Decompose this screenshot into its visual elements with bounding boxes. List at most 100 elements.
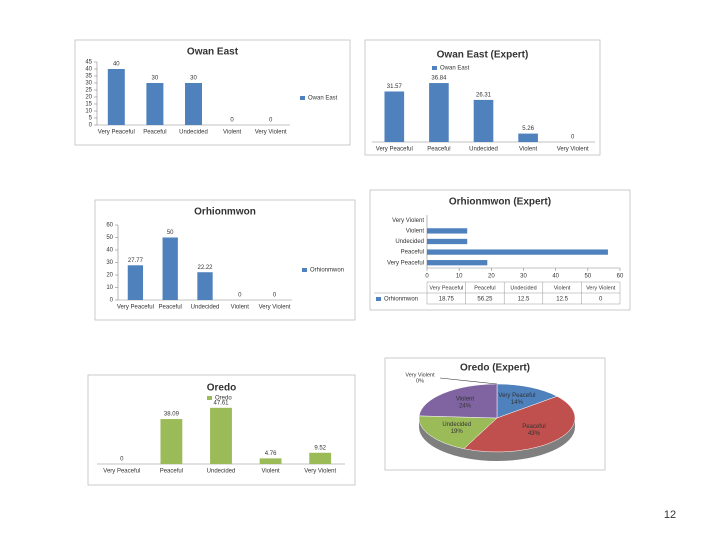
legend-swatch bbox=[432, 66, 437, 70]
bar bbox=[146, 83, 164, 125]
y-tick-label: 40 bbox=[85, 67, 92, 73]
x-tick-label: Violent bbox=[223, 130, 242, 136]
pie-slice bbox=[418, 383, 498, 419]
bar bbox=[429, 83, 449, 142]
x-tick-label: Violent bbox=[519, 147, 538, 153]
x-tick-label: Undecided bbox=[469, 147, 498, 153]
table-cell: 0 bbox=[599, 297, 603, 303]
y-tick-label: 25 bbox=[85, 88, 92, 94]
pie-slice bbox=[463, 396, 576, 453]
chart-title: Orhionmwon (Expert) bbox=[449, 197, 551, 208]
x-tick-label: 50 bbox=[584, 274, 591, 280]
data-label: 4.76 bbox=[265, 451, 277, 457]
data-label: 22.22 bbox=[197, 265, 213, 271]
bar bbox=[197, 272, 213, 300]
table-header: Peaceful bbox=[474, 285, 495, 291]
slice-value: 0% bbox=[416, 378, 424, 384]
slice-label: Violent bbox=[456, 397, 475, 403]
x-tick-label: 60 bbox=[617, 274, 624, 280]
bar bbox=[259, 458, 282, 464]
y-tick-label: 5 bbox=[89, 116, 93, 122]
x-tick-label: Undecided bbox=[191, 305, 220, 311]
bar bbox=[107, 69, 125, 125]
y-tick-label: 30 bbox=[85, 81, 92, 87]
data-label: 47.61 bbox=[213, 400, 229, 406]
data-label: 0 bbox=[230, 118, 234, 124]
y-tick-label: 20 bbox=[85, 95, 92, 101]
data-label: 0 bbox=[273, 293, 277, 299]
slice-label: Very Violent bbox=[405, 372, 435, 378]
x-tick-label: Very Peaceful bbox=[117, 305, 154, 311]
legend-label: Owan East bbox=[308, 96, 338, 102]
legend-swatch bbox=[207, 396, 212, 400]
slice-value: 24% bbox=[459, 404, 472, 410]
legend-swatch bbox=[302, 268, 307, 272]
x-tick-label: Very Violent bbox=[304, 469, 336, 475]
pie-slice bbox=[418, 415, 498, 450]
y-tick-label: 35 bbox=[85, 74, 92, 80]
bar bbox=[210, 407, 232, 464]
x-tick-label: Undecided bbox=[179, 130, 208, 136]
data-label: 30 bbox=[152, 76, 159, 82]
bar bbox=[427, 238, 468, 245]
bar bbox=[384, 91, 405, 142]
bar bbox=[160, 419, 183, 464]
data-label: 0 bbox=[120, 457, 124, 463]
table-cell: 12.5 bbox=[518, 297, 530, 303]
data-label: 36.84 bbox=[431, 76, 447, 82]
y-tick-label: 10 bbox=[85, 109, 92, 115]
table-row-label: Orhionmwon bbox=[384, 297, 418, 303]
y-tick-label: Peaceful bbox=[401, 250, 424, 256]
legend-label: Oredo bbox=[215, 396, 232, 402]
data-label: 50 bbox=[167, 230, 174, 236]
y-tick-label: Undecided bbox=[395, 239, 424, 245]
chart-title: Oredo bbox=[207, 383, 236, 394]
slice-value: 14% bbox=[511, 400, 524, 406]
table-header: Very Violent bbox=[586, 285, 616, 291]
y-tick-label: 20 bbox=[106, 273, 113, 279]
page-number: 12 bbox=[664, 509, 676, 521]
y-tick-label: 45 bbox=[85, 60, 92, 66]
data-label: 30 bbox=[190, 76, 197, 82]
table-cell: 56.25 bbox=[477, 297, 493, 303]
bar bbox=[473, 99, 494, 142]
x-tick-label: 40 bbox=[552, 274, 559, 280]
y-tick-label: 50 bbox=[106, 235, 113, 241]
chart-title: Owan East bbox=[187, 47, 239, 58]
x-tick-label: 10 bbox=[456, 274, 463, 280]
leader-line bbox=[439, 377, 498, 385]
y-tick-label: Very Peaceful bbox=[387, 260, 424, 266]
chart-title: Orhionmwon bbox=[194, 207, 256, 218]
x-tick-label: Peaceful bbox=[160, 469, 183, 475]
table-header: Very Peaceful bbox=[429, 285, 463, 291]
bar bbox=[127, 265, 144, 300]
y-tick-label: 0 bbox=[89, 123, 93, 129]
y-tick-label: 30 bbox=[106, 260, 113, 266]
legend-label: Orhionmwon bbox=[310, 268, 344, 274]
x-tick-label: Peaceful bbox=[143, 130, 166, 136]
chart-title: Owan East (Expert) bbox=[437, 50, 529, 61]
data-label: 40 bbox=[113, 62, 120, 68]
legend-swatch bbox=[376, 297, 381, 301]
bar bbox=[427, 228, 468, 234]
x-tick-label: 20 bbox=[488, 274, 495, 280]
legend-label: Owan East bbox=[440, 66, 470, 72]
data-label: 26.31 bbox=[476, 92, 492, 98]
bar bbox=[427, 260, 488, 266]
data-label: 38.09 bbox=[164, 412, 180, 418]
slice-value: 43% bbox=[528, 431, 541, 437]
x-tick-label: Violent bbox=[261, 469, 280, 475]
bar bbox=[309, 452, 332, 464]
x-tick-label: Very Peaceful bbox=[98, 130, 135, 136]
y-tick-label: Very Violent bbox=[392, 218, 424, 224]
x-tick-label: Very Violent bbox=[255, 130, 287, 136]
pie-slice bbox=[496, 383, 558, 419]
data-label: 31.57 bbox=[387, 84, 403, 90]
x-tick-label: Very Peaceful bbox=[103, 469, 140, 475]
data-label: 0 bbox=[238, 293, 242, 299]
bar bbox=[518, 133, 538, 142]
legend-swatch bbox=[300, 96, 305, 100]
bar bbox=[185, 83, 202, 125]
x-tick-label: 30 bbox=[520, 274, 527, 280]
